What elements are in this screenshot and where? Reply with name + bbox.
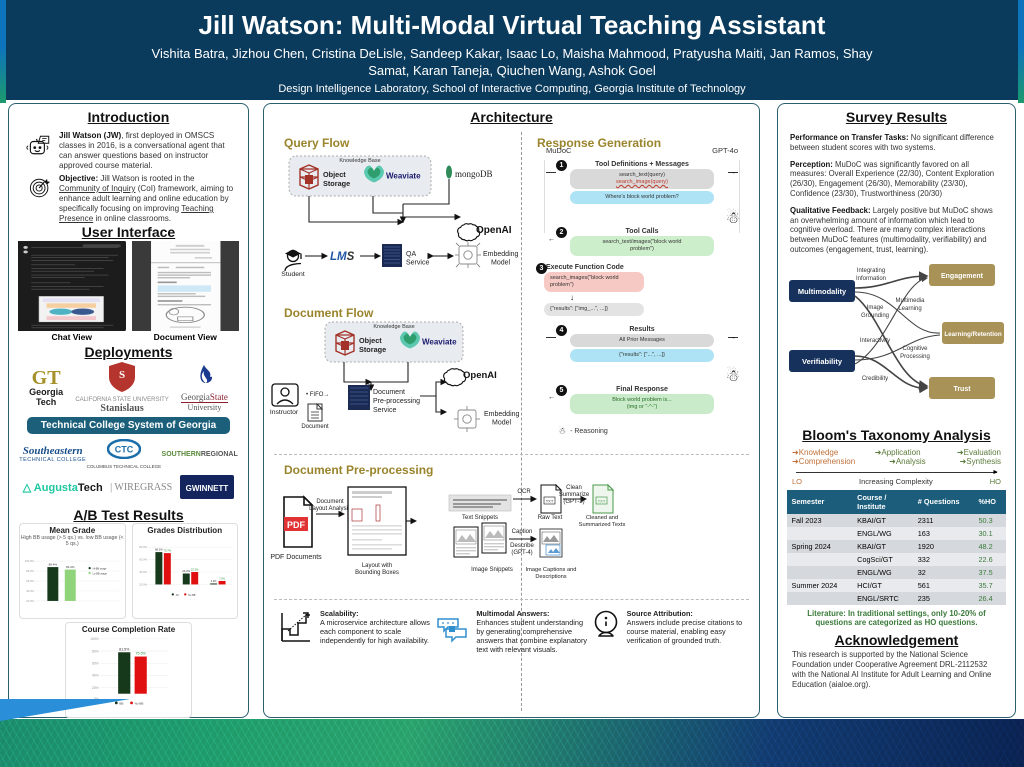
svg-text:(GPT-3): (GPT-3): [563, 499, 584, 505]
svg-text:Summarized Texts: Summarized Texts: [579, 522, 626, 528]
svg-text:86.4%: 86.4%: [49, 563, 58, 567]
svg-text:Descriptions: Descriptions: [535, 574, 566, 580]
svg-text:Knowledge Base: Knowledge Base: [339, 158, 380, 164]
svg-text:PDF Documents: PDF Documents: [270, 554, 322, 561]
svg-text:75.5%: 75.5%: [136, 652, 147, 656]
svg-text:All: All: [175, 594, 178, 597]
svg-text:Credibility: Credibility: [861, 376, 887, 382]
svg-text:Processing: Processing: [900, 354, 930, 360]
svg-text:Knowledge Base: Knowledge Base: [373, 324, 414, 330]
svg-text:Multimedia: Multimedia: [895, 298, 925, 304]
svg-text:80%: 80%: [92, 649, 99, 653]
svg-text:Embedding: Embedding: [483, 251, 519, 258]
svg-text:Model: Model: [492, 420, 512, 427]
svg-text:Document: Document: [301, 424, 329, 430]
svg-text:100%: 100%: [90, 637, 99, 641]
svg-text:S: S: [119, 369, 125, 381]
svg-text:Summarize: Summarize: [559, 492, 590, 498]
svg-text:Embedding: Embedding: [484, 411, 520, 418]
svg-text:80.0%: 80.0%: [26, 569, 34, 573]
svg-text:40.0%: 40.0%: [139, 570, 147, 574]
svg-text:OpenAI: OpenAI: [463, 370, 497, 381]
svg-text:40.0%: 40.0%: [26, 589, 34, 593]
svg-text:Document: Document: [373, 389, 405, 396]
svg-text:Bounding Boxes: Bounding Boxes: [355, 570, 399, 576]
svg-text:TXT: TXT: [598, 499, 606, 504]
svg-text:7.0%: 7.0%: [219, 577, 225, 580]
svg-text:QA: QA: [406, 251, 416, 258]
svg-text:Student: Student: [281, 271, 305, 278]
svg-text:100.0%: 100.0%: [25, 559, 35, 563]
svg-text:Storage: Storage: [359, 345, 386, 354]
svg-text:OCR: OCR: [517, 489, 531, 495]
svg-text:22.2%: 22.2%: [190, 568, 198, 572]
svg-text:mongoDB: mongoDB: [455, 169, 493, 179]
svg-text:70.7%: 70.7%: [163, 549, 171, 553]
svg-text:20.0%: 20.0%: [26, 599, 34, 603]
svg-text:20.0%: 20.0%: [139, 582, 147, 586]
svg-text:20%: 20%: [92, 686, 99, 690]
svg-text:Weaviate: Weaviate: [422, 338, 457, 347]
svg-text:Service: Service: [373, 407, 396, 414]
svg-text:Image: Image: [866, 305, 883, 311]
svg-text:Multimodality: Multimodality: [797, 287, 846, 296]
svg-text:Learning: Learning: [898, 306, 921, 312]
svg-text:Interactivity: Interactivity: [859, 338, 889, 344]
svg-text:No BB: No BB: [188, 594, 195, 597]
svg-text:No BB: No BB: [135, 702, 144, 706]
svg-text:Layout Analysis: Layout Analysis: [309, 506, 351, 512]
svg-text:Integrating: Integrating: [856, 268, 884, 274]
svg-text:Verifiability: Verifiability: [801, 357, 842, 366]
svg-text:24.2%: 24.2%: [182, 569, 190, 573]
svg-text:Weaviate: Weaviate: [386, 172, 421, 181]
svg-text:80.0%: 80.0%: [139, 545, 147, 549]
svg-text:60.0%: 60.0%: [26, 579, 34, 583]
svg-text:Lo-BB usage: Lo-BB usage: [93, 573, 108, 576]
svg-text:Cognitive: Cognitive: [902, 346, 928, 352]
svg-text:Raw Text: Raw Text: [538, 515, 563, 521]
svg-text:Pre-processing: Pre-processing: [373, 398, 420, 405]
svg-text:Image Snippets: Image Snippets: [471, 567, 513, 573]
svg-text:Instructor: Instructor: [270, 409, 299, 416]
svg-text:60%: 60%: [92, 661, 99, 665]
svg-text:Clean: Clean: [566, 485, 582, 491]
svg-text:(GPT-4): (GPT-4): [511, 550, 532, 556]
svg-text:Caption: Caption: [512, 529, 533, 535]
svg-text:Layout with: Layout with: [362, 563, 392, 569]
svg-text:Document: Document: [316, 499, 344, 505]
svg-text:60.0%: 60.0%: [139, 558, 147, 562]
svg-text:Information: Information: [855, 276, 885, 282]
svg-text:84.4%: 84.4%: [66, 565, 75, 569]
svg-text:LMS: LMS: [330, 251, 355, 263]
svg-text:68.2%: 68.2%: [155, 548, 163, 552]
svg-text:TXT: TXT: [546, 499, 554, 504]
svg-text:PDF: PDF: [287, 520, 306, 530]
svg-text:Learning/Retention: Learning/Retention: [944, 331, 1002, 338]
svg-text:Cleaned and: Cleaned and: [586, 515, 618, 521]
svg-text:Image Captions and: Image Captions and: [526, 567, 577, 573]
svg-text:2.0%: 2.0%: [210, 580, 216, 583]
svg-text:81.5%: 81.5%: [119, 647, 130, 651]
svg-text:Engagement: Engagement: [940, 273, 983, 280]
svg-text:Grounding: Grounding: [860, 313, 888, 319]
svg-text:Describe: Describe: [510, 543, 534, 549]
svg-text:Storage: Storage: [323, 179, 350, 188]
svg-text:CTC: CTC: [115, 445, 134, 455]
svg-text:Trust: Trust: [953, 386, 971, 393]
svg-text:Model: Model: [491, 260, 511, 267]
svg-text:Text Snippets: Text Snippets: [462, 515, 498, 521]
svg-text:Object: Object: [323, 170, 346, 179]
svg-text:40%: 40%: [92, 674, 99, 678]
svg-text:Object: Object: [359, 336, 382, 345]
svg-text:OpenAI: OpenAI: [476, 225, 512, 236]
svg-text:Service: Service: [406, 260, 429, 267]
svg-text:Hi-BB usage: Hi-BB usage: [93, 568, 107, 571]
svg-text:• FIFO→: • FIFO→: [306, 392, 329, 398]
